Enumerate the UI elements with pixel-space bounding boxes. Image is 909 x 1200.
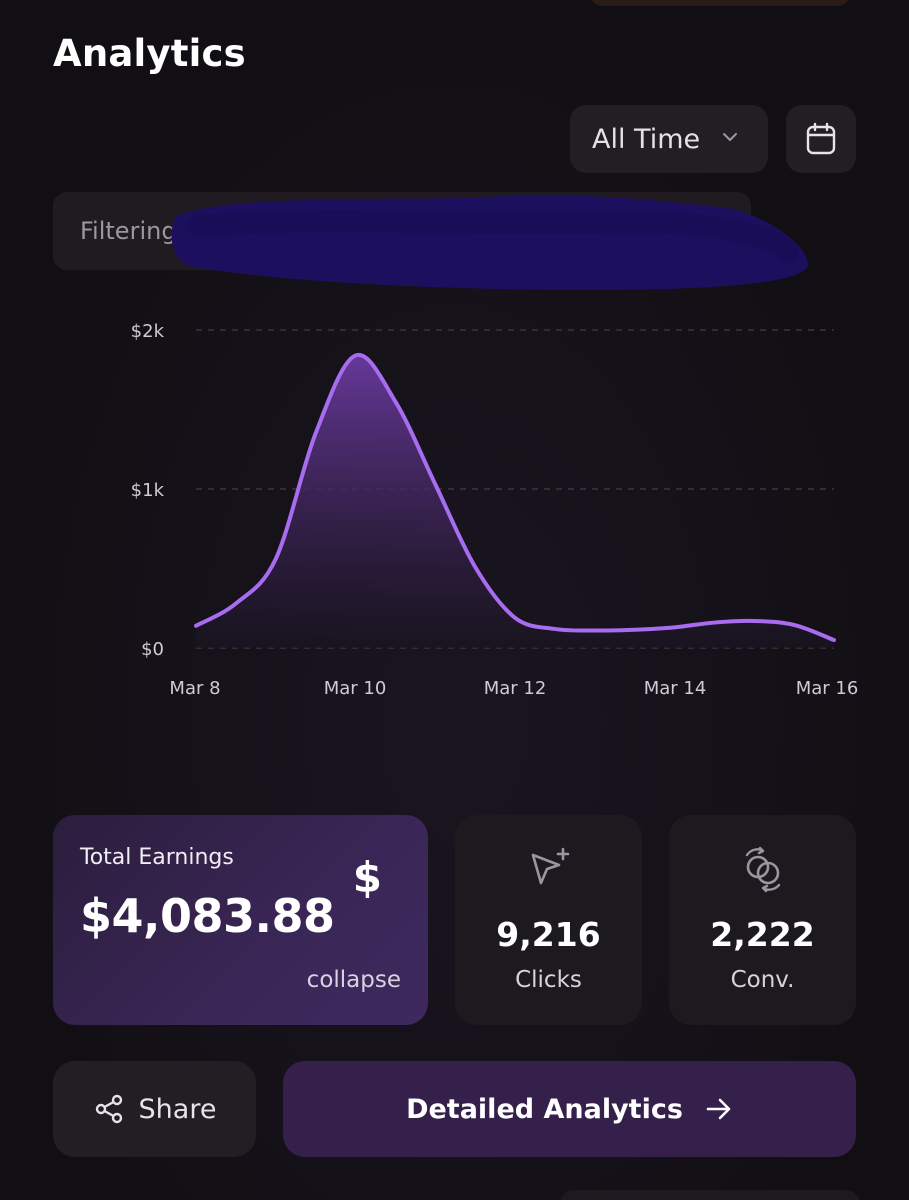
share-icon — [95, 1094, 122, 1124]
earnings-value: $4,083.88 — [80, 889, 335, 943]
arrow-right-icon — [706, 1098, 731, 1120]
data-point — [831, 637, 837, 643]
data-point — [512, 615, 518, 621]
x-tick-label: Mar 10 — [324, 678, 387, 699]
redaction-scribble — [171, 195, 809, 290]
earnings-line — [194, 352, 836, 643]
clicks-value: 9,216 — [496, 915, 601, 954]
data-point — [392, 399, 398, 405]
earnings-area — [196, 354, 834, 648]
top-element-edge — [590, 0, 850, 6]
convert-rings-icon — [745, 846, 780, 893]
data-point — [632, 627, 638, 633]
data-point — [751, 618, 757, 624]
time-range-value: All Time — [592, 123, 701, 155]
calendar-icon — [806, 122, 836, 155]
earnings-label: Total Earnings — [80, 845, 234, 870]
data-point — [711, 620, 717, 626]
x-tick-label: Mar 16 — [796, 678, 859, 699]
data-point — [592, 628, 598, 634]
earnings-chart: $2k $1k $0 Mar 8 Mar 10 Mar 12 Mar 14 Mar 16 — [131, 321, 859, 699]
data-point — [273, 556, 279, 562]
data-point — [552, 626, 558, 632]
share-label: Share — [138, 1093, 217, 1125]
filter-label: Filtering — [80, 217, 177, 245]
conversions-card: 2,222 Conv. — [669, 815, 856, 1025]
calendar-button[interactable] — [786, 105, 856, 173]
cursor-plus-icon — [531, 847, 569, 885]
conversions-label: Conv. — [730, 967, 795, 993]
data-point — [353, 352, 359, 358]
chevron-down-icon — [723, 133, 737, 141]
data-point — [672, 624, 678, 630]
collapse-toggle[interactable]: collapse — [306, 967, 401, 993]
x-tick-label: Mar 8 — [169, 678, 220, 699]
data-point — [472, 564, 478, 570]
x-tick-label: Mar 14 — [644, 678, 707, 699]
conversions-value: 2,222 — [710, 915, 815, 954]
x-tick-label: Mar 12 — [484, 678, 547, 699]
total-earnings-card[interactable]: Total Earnings $4,083.88 $ collapse — [53, 815, 428, 1025]
y-tick-label: $1k — [131, 480, 165, 501]
y-tick-label: $0 — [141, 639, 164, 660]
data-point — [233, 600, 239, 606]
data-point — [432, 481, 438, 487]
time-range-select[interactable]: All Time — [570, 105, 768, 173]
detailed-analytics-button[interactable]: Detailed Analytics — [283, 1061, 856, 1157]
dollar-icon: $ — [352, 853, 382, 902]
page-title: Analytics — [53, 32, 246, 75]
detailed-analytics-label: Detailed Analytics — [406, 1093, 683, 1125]
bottom-element-edge — [560, 1190, 860, 1200]
share-button[interactable]: Share — [53, 1061, 256, 1157]
data-point — [791, 622, 797, 628]
clicks-card: 9,216 Clicks — [455, 815, 642, 1025]
data-point — [313, 430, 319, 436]
clicks-label: Clicks — [515, 967, 582, 993]
data-point — [193, 623, 199, 629]
y-tick-label: $2k — [131, 321, 165, 342]
